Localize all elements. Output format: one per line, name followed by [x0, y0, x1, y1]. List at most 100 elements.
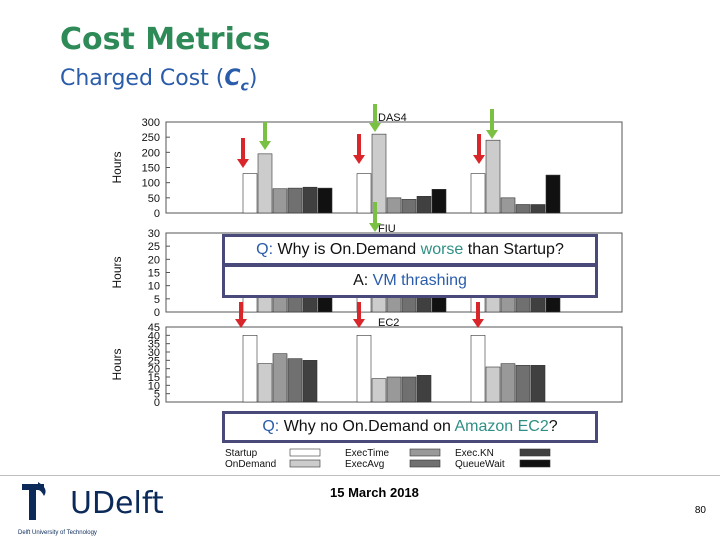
callout-question-2: Q: Why no On.Demand on Amazon EC2? [222, 411, 598, 443]
red-arrow-head [353, 319, 365, 328]
bar-execavg [515, 204, 531, 214]
bar-startup [470, 173, 486, 214]
bar-execavg [287, 358, 303, 403]
y-tick-label: 250 [142, 132, 160, 144]
legend-label: QueueWait [455, 459, 505, 470]
legend-swatch [519, 448, 551, 457]
bar-queuewait [545, 174, 561, 214]
y-tick-label: 50 [148, 193, 160, 205]
bar-execkn [416, 196, 432, 214]
bar-execkn [302, 186, 318, 214]
y-tick-label: 0 [154, 397, 160, 409]
subtitle-suffix: ) [248, 66, 258, 91]
slide-title: Cost Metrics [60, 22, 271, 57]
y-tick-label: 0 [154, 208, 160, 220]
bar-execkn [530, 204, 546, 214]
callout-question-1: Q: Why is On.Demand worse than Startup? [222, 234, 598, 266]
bar-ondemand [371, 378, 387, 403]
bar-startup [470, 335, 486, 403]
bar-ondemand [257, 153, 273, 214]
y-axis-label: Hours [110, 348, 124, 380]
y-tick-label: 15 [148, 372, 160, 384]
legend-label: ExecAvg [345, 459, 384, 470]
y-tick-label: 150 [142, 163, 160, 175]
bar-exectime [386, 376, 402, 403]
bar-ondemand [257, 363, 273, 403]
y-axis-label: Hours [110, 256, 124, 288]
bar-execkn [416, 375, 432, 403]
y-tick-label: 5 [154, 294, 160, 306]
logo-word: UDelft [70, 486, 164, 521]
red-arrow-head [237, 159, 249, 168]
panel-title: FIU [378, 223, 396, 235]
bar-execkn [302, 360, 318, 403]
y-tick-label: 25 [148, 241, 160, 253]
legend-swatch [289, 459, 321, 468]
y-tick-label: 45 [148, 322, 160, 334]
y-tick-label: 25 [148, 355, 160, 367]
green-arrow-head [486, 130, 498, 139]
subtitle-prefix: Charged Cost ( [60, 66, 225, 91]
legend-label: ExecTime [345, 448, 390, 459]
red-arrow-head [235, 319, 247, 328]
y-tick-label: 20 [148, 254, 160, 266]
bar-queuewait [431, 189, 447, 214]
callout-answer: A: VM thrashing [222, 264, 598, 298]
bar-exectime [386, 197, 402, 214]
y-tick-label: 30 [148, 347, 160, 359]
legend-label: OnDemand [225, 459, 276, 470]
legend-swatch [409, 448, 441, 457]
panel-title: DAS4 [378, 112, 407, 124]
legend-label: Exec.KN [455, 448, 494, 459]
bar-startup [242, 335, 258, 403]
bar-ondemand [485, 366, 501, 403]
green-arrow-head [369, 223, 381, 232]
y-tick-label: 300 [142, 117, 160, 129]
bar-exectime [272, 353, 288, 403]
bar-execavg [287, 187, 303, 214]
bar-exectime [500, 197, 516, 214]
red-arrow-head [353, 155, 365, 164]
legend-swatch [409, 459, 441, 468]
tudelft-flame-icon [22, 482, 46, 520]
y-tick-label: 200 [142, 147, 160, 159]
bar-queuewait [317, 187, 333, 214]
y-tick-label: 15 [148, 268, 160, 280]
slide-date: 15 March 2018 [330, 485, 419, 500]
y-tick-label: 40 [148, 330, 160, 342]
panel-title: EC2 [378, 317, 399, 329]
bar-execavg [515, 365, 531, 403]
green-arrow-head [369, 123, 381, 132]
bar-ondemand [485, 139, 501, 214]
y-axis-label: Hours [110, 151, 124, 183]
red-arrow-head [473, 155, 485, 164]
bar-startup [356, 335, 372, 403]
bar-execavg [401, 199, 417, 214]
legend-swatch [519, 459, 551, 468]
y-tick-label: 20 [148, 364, 160, 376]
bar-startup [242, 173, 258, 214]
y-tick-label: 35 [148, 339, 160, 351]
y-tick-label: 10 [148, 380, 160, 392]
bar-startup [356, 173, 372, 214]
y-tick-label: 0 [154, 307, 160, 319]
bar-execavg [401, 376, 417, 403]
legend-swatch [289, 448, 321, 457]
page-number: 80 [694, 505, 706, 516]
bar-exectime [272, 188, 288, 214]
y-tick-label: 5 [154, 389, 160, 401]
legend-label: Startup [225, 448, 258, 459]
y-tick-label: 30 [148, 228, 160, 240]
bar-exectime [500, 363, 516, 403]
red-arrow-head [472, 319, 484, 328]
green-arrow-head [259, 141, 271, 150]
footer-divider [0, 475, 720, 476]
bar-ondemand [371, 133, 387, 214]
y-tick-label: 10 [148, 281, 160, 293]
y-tick-label: 100 [142, 178, 160, 190]
bar-execkn [530, 365, 546, 403]
tudelft-logo: UDelft Delft University of Technology [14, 480, 164, 536]
slide-subtitle: Charged Cost (Cc) [60, 66, 257, 94]
logo-tagline: Delft University of Technology [18, 530, 97, 536]
